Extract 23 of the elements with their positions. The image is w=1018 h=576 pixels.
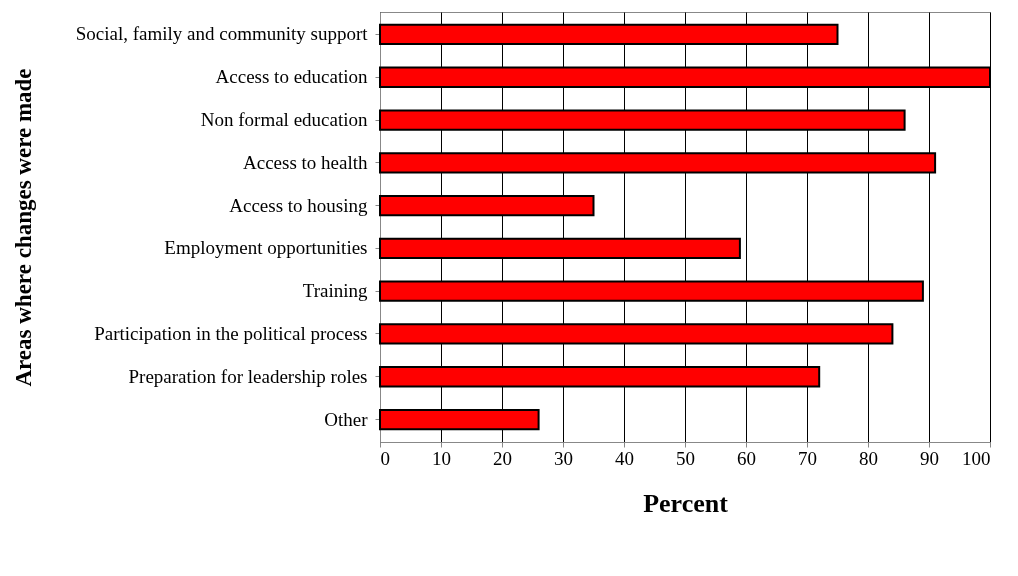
y-tick-label: Training	[302, 280, 368, 302]
x-tick-label: 50	[676, 447, 695, 469]
x-tick-label: 10	[432, 447, 451, 469]
y-tick-label: Non formal education	[200, 109, 368, 131]
y-axis-title: Areas where changes were made	[10, 68, 36, 387]
x-tick-label: 60	[737, 447, 756, 469]
x-tick-label: 20	[493, 447, 512, 469]
x-tick-label: 30	[554, 447, 573, 469]
x-tick-label: 100	[962, 447, 991, 469]
x-tick-label: 70	[798, 447, 817, 469]
x-axis-title: Percent	[643, 488, 729, 518]
y-tick-label: Access to health	[242, 151, 368, 173]
x-tick-label: 90	[920, 447, 939, 469]
x-tick-label: 80	[859, 447, 878, 469]
x-tick-label: 0	[380, 447, 390, 469]
x-tick-label: 40	[615, 447, 634, 469]
y-tick-label: Participation in the political process	[94, 322, 368, 344]
y-tick-label: Social, family and community support	[75, 23, 369, 45]
y-tick-label: Other	[324, 408, 369, 430]
y-tick-label: Preparation for leadership roles	[128, 365, 368, 387]
y-tick-label: Access to housing	[229, 194, 368, 216]
y-tick-label: Employment opportunities	[164, 237, 368, 259]
y-tick-label: Access to education	[215, 66, 368, 88]
